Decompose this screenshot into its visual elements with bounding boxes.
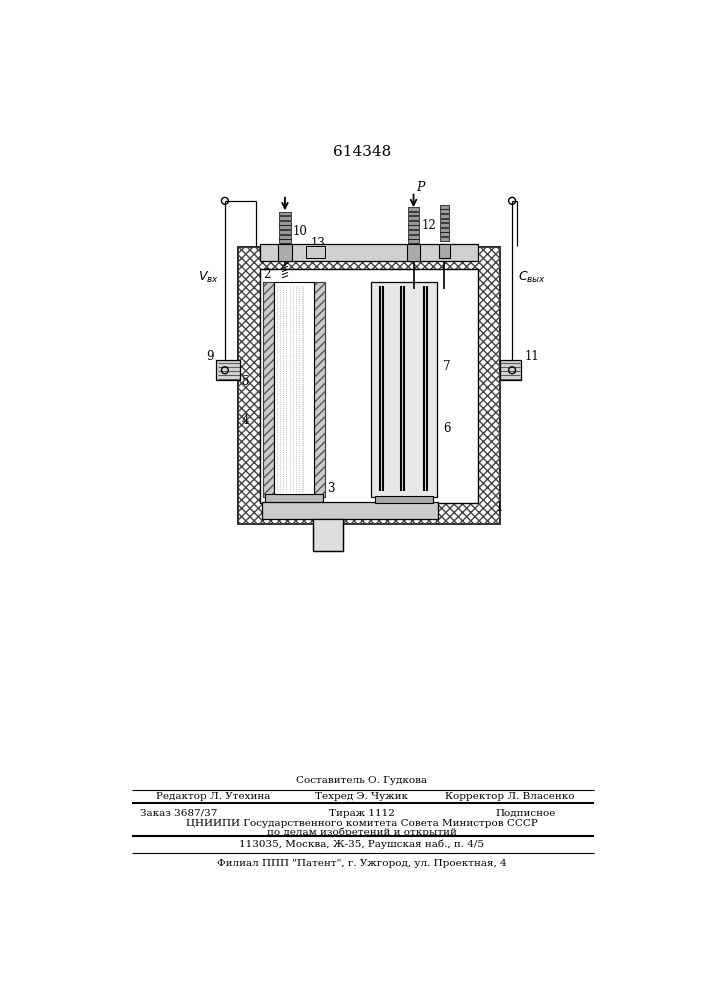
Text: 113035, Москва, Ж-35, Раушская наб., п. 4/5: 113035, Москва, Ж-35, Раушская наб., п. …: [240, 839, 484, 849]
Text: $C_{вых}$: $C_{вых}$: [518, 270, 547, 285]
Bar: [238, 247, 500, 524]
Text: Редактор Л. Утехина: Редактор Л. Утехина: [156, 792, 271, 801]
Text: 4: 4: [242, 414, 250, 427]
Bar: [216, 360, 240, 380]
Bar: [305, 246, 325, 258]
Bar: [407, 244, 420, 261]
Bar: [408, 216, 419, 220]
Bar: [262, 502, 438, 519]
Text: 614348: 614348: [333, 145, 391, 159]
Text: Корректор Л. Власенко: Корректор Л. Власенко: [445, 792, 575, 801]
Bar: [279, 216, 291, 220]
Bar: [440, 205, 449, 209]
Bar: [278, 244, 292, 261]
Bar: [265, 494, 324, 503]
Bar: [371, 282, 437, 497]
Text: Составитель О. Гудкова: Составитель О. Гудкова: [296, 776, 428, 785]
Bar: [279, 235, 291, 239]
Text: ЦНИИПИ Государственного комитета Совета Министров СССР: ЦНИИПИ Государственного комитета Совета …: [186, 819, 538, 828]
Bar: [408, 212, 419, 215]
Bar: [279, 212, 291, 215]
Bar: [408, 230, 419, 234]
Bar: [440, 219, 449, 222]
Bar: [440, 209, 449, 213]
Text: Заказ 3687/37: Заказ 3687/37: [140, 808, 217, 818]
Text: 7: 7: [443, 360, 450, 373]
Text: 5: 5: [242, 375, 250, 388]
Bar: [439, 244, 450, 258]
Bar: [440, 214, 449, 218]
Bar: [440, 228, 449, 232]
Text: 2: 2: [264, 267, 271, 280]
Text: 6: 6: [443, 422, 450, 434]
Text: P: P: [416, 181, 424, 194]
Bar: [264, 282, 274, 497]
Bar: [313, 519, 343, 551]
Bar: [238, 247, 500, 524]
Text: 3: 3: [327, 482, 335, 495]
Bar: [408, 239, 419, 243]
Text: Подписное: Подписное: [495, 808, 556, 818]
Bar: [259, 244, 478, 261]
Text: 10: 10: [293, 225, 308, 238]
Bar: [279, 230, 291, 234]
Bar: [264, 282, 274, 497]
Text: 13: 13: [310, 237, 325, 250]
Bar: [314, 282, 325, 497]
Text: 8: 8: [325, 535, 332, 548]
Bar: [375, 496, 433, 503]
Bar: [500, 360, 521, 380]
Bar: [440, 237, 449, 241]
Bar: [314, 282, 325, 497]
Bar: [440, 223, 449, 227]
Text: 9: 9: [206, 350, 214, 363]
Bar: [274, 282, 314, 494]
Bar: [279, 225, 291, 229]
Text: по делам изобретений и открытий: по делам изобретений и открытий: [267, 828, 457, 837]
Bar: [408, 207, 419, 211]
Text: Филиал ППП "Патент", г. Ужгород, ул. Проектная, 4: Филиал ППП "Патент", г. Ужгород, ул. Про…: [217, 859, 507, 868]
Bar: [408, 235, 419, 239]
Bar: [259, 269, 478, 503]
Text: 1: 1: [496, 501, 503, 514]
Text: $V_{вх}$: $V_{вх}$: [198, 270, 218, 285]
Bar: [440, 232, 449, 236]
Bar: [279, 239, 291, 243]
Bar: [279, 221, 291, 225]
Text: 12: 12: [421, 219, 436, 232]
Text: 11: 11: [525, 350, 539, 363]
Bar: [408, 225, 419, 229]
Text: Тираж 1112: Тираж 1112: [329, 808, 395, 818]
Bar: [408, 221, 419, 225]
Text: Техред Э. Чужик: Техред Э. Чужик: [315, 792, 409, 801]
